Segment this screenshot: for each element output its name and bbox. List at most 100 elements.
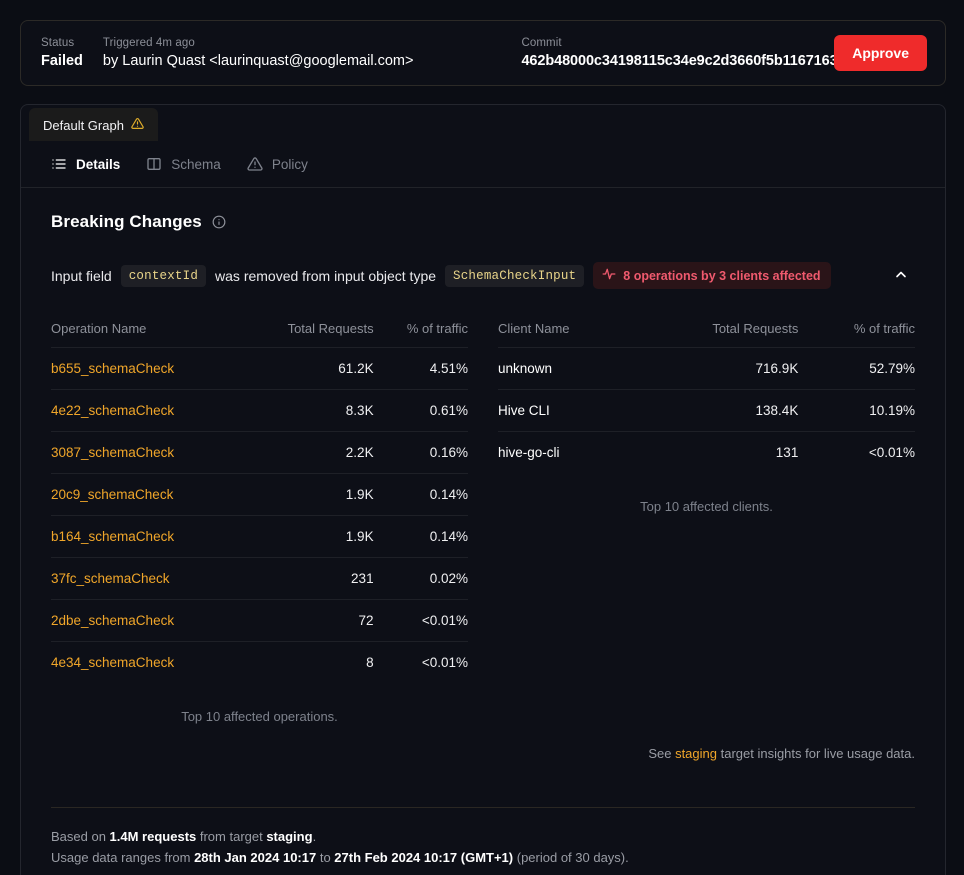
footer-divider xyxy=(51,807,915,808)
info-circle-icon[interactable] xyxy=(212,215,226,229)
clients-table: Client Name Total Requests % of traffic … xyxy=(498,321,915,473)
operation-name-link[interactable]: 20c9_schemaCheck xyxy=(51,473,241,516)
change-middle: was removed from input object type xyxy=(215,267,437,284)
client-traffic: 52.79% xyxy=(798,347,915,390)
col-client-name: Client Name xyxy=(498,321,570,336)
target-link[interactable]: staging xyxy=(675,746,717,761)
details-subnav: Details Schema Policy xyxy=(21,141,945,188)
operation-requests: 72 xyxy=(240,599,374,642)
clients-table-note: Top 10 affected clients. xyxy=(640,499,773,514)
graph-tab-label: Default Graph xyxy=(43,117,124,133)
operation-traffic: 0.02% xyxy=(373,557,468,600)
operation-requests: 8 xyxy=(240,641,374,683)
triggered-author: by Laurin Quast <laurinquast@googlemail.… xyxy=(102,53,414,69)
table-row: 4e22_schemaCheck 8.3K 0.61% xyxy=(51,389,468,432)
triangle-alert-icon xyxy=(131,117,144,133)
col-traffic: % of traffic xyxy=(853,321,915,336)
footer-l1-c: from target xyxy=(196,829,267,844)
change-prefix: Input field xyxy=(51,267,112,284)
table-header-row: Client Name Total Requests % of traffic xyxy=(498,321,915,348)
commit-label: Commit xyxy=(521,37,562,49)
operation-traffic: 0.14% xyxy=(373,515,468,558)
operation-requests: 1.9K xyxy=(240,473,374,516)
breaking-changes-header: Breaking Changes xyxy=(51,212,915,232)
client-requests: 131 xyxy=(634,431,799,473)
footer-line-range: Usage data ranges from 28th Jan 2024 10:… xyxy=(51,847,915,868)
table-row: 4e34_schemaCheck 8 <0.01% xyxy=(51,641,468,683)
operation-name-link[interactable]: 2dbe_schemaCheck xyxy=(51,599,241,642)
tab-details[interactable]: Details xyxy=(51,141,120,187)
operations-table-note: Top 10 affected operations. xyxy=(181,709,338,724)
affected-tables: Operation Name Total Requests % of traff… xyxy=(51,321,915,724)
operation-name-link[interactable]: b655_schemaCheck xyxy=(51,347,241,390)
client-name: Hive CLI xyxy=(498,389,635,432)
operations-table-wrap: Operation Name Total Requests % of traff… xyxy=(51,321,468,724)
table-row: unknown 716.9K 52.79% xyxy=(498,347,915,390)
chevron-up-icon xyxy=(893,266,909,285)
operation-traffic: <0.01% xyxy=(373,641,468,683)
table-row: 2dbe_schemaCheck 72 <0.01% xyxy=(51,599,468,642)
tab-default-graph[interactable]: Default Graph xyxy=(29,108,158,141)
footer-line-requests: Based on 1.4M requests from target stagi… xyxy=(51,826,915,847)
status-field: Status Failed xyxy=(21,35,83,71)
col-traffic: % of traffic xyxy=(406,321,468,336)
status-label: Status xyxy=(41,37,75,49)
footer-range-start: 28th Jan 2024 10:17 xyxy=(194,850,317,865)
tab-policy[interactable]: Policy xyxy=(247,141,308,187)
triggered-label: Triggered 4m ago xyxy=(102,37,195,49)
tab-schema-label: Schema xyxy=(171,156,221,172)
operation-name-link[interactable]: 3087_schemaCheck xyxy=(51,431,241,474)
operation-name-link[interactable]: 4e22_schemaCheck xyxy=(51,389,241,432)
operation-name-link[interactable]: b164_schemaCheck xyxy=(51,515,241,558)
operation-traffic: 4.51% xyxy=(373,347,468,390)
details-body: Breaking Changes Input field contextId w… xyxy=(21,188,945,875)
table-row: hive-go-cli 131 <0.01% xyxy=(498,431,915,473)
tab-details-label: Details xyxy=(76,156,121,172)
see-target-prefix: See xyxy=(648,746,676,761)
client-traffic: <0.01% xyxy=(798,431,915,473)
footer-l2-c: to xyxy=(316,850,335,865)
operation-name-link[interactable]: 37fc_schemaCheck xyxy=(51,557,241,600)
col-total-requests: Total Requests xyxy=(712,321,799,336)
footer-l2-a: Usage data ranges from xyxy=(51,850,195,865)
field-name-chip: contextId xyxy=(120,264,207,287)
table-row: 20c9_schemaCheck 1.9K 0.14% xyxy=(51,473,468,516)
operations-table-body: b655_schemaCheck 61.2K 4.51% 4e22_schema… xyxy=(51,347,468,683)
page-title: Breaking Changes xyxy=(51,212,202,231)
operation-requests: 2.2K xyxy=(240,431,374,474)
operation-name-link[interactable]: 4e34_schemaCheck xyxy=(51,641,241,683)
client-name: unknown xyxy=(498,347,635,390)
footer-range-end: 27th Feb 2024 10:17 (GMT+1) xyxy=(334,850,514,865)
status-value: Failed xyxy=(41,53,83,69)
operations-table: Operation Name Total Requests % of traff… xyxy=(51,321,468,683)
commit-field: Commit 462b48000c34198115c34e9c2d3660f5b… xyxy=(501,35,837,71)
footer-l1-e: . xyxy=(312,829,317,844)
activity-pulse-icon xyxy=(602,267,616,284)
triangle-alert-icon xyxy=(247,156,263,172)
columns-icon xyxy=(146,156,162,172)
operation-traffic: <0.01% xyxy=(373,599,468,642)
clients-table-body: unknown 716.9K 52.79% Hive CLI 138.4K 10… xyxy=(498,347,915,473)
collapse-toggle-button[interactable] xyxy=(887,260,915,291)
operation-requests: 8.3K xyxy=(240,389,374,432)
client-requests: 138.4K xyxy=(634,389,799,432)
client-traffic: 10.19% xyxy=(798,389,915,432)
check-status-card: Status Failed Triggered 4m ago by Laurin… xyxy=(20,20,946,86)
approve-button[interactable]: Approve xyxy=(834,35,927,71)
table-header-row: Operation Name Total Requests % of traff… xyxy=(51,321,468,348)
table-row: 37fc_schemaCheck 231 0.02% xyxy=(51,557,468,600)
see-target-suffix: target insights for live usage data. xyxy=(716,746,915,761)
operation-traffic: 0.14% xyxy=(373,473,468,516)
status-badge[interactable]: 8 operations by 3 clients affected xyxy=(593,262,831,289)
table-row: 3087_schemaCheck 2.2K 0.16% xyxy=(51,431,468,474)
see-target-insights: See staging target insights for live usa… xyxy=(51,746,915,761)
breaking-change-item: Input field contextId was removed from i… xyxy=(51,262,915,289)
type-name-chip: SchemaCheckInput xyxy=(445,264,585,287)
col-total-requests: Total Requests xyxy=(287,321,374,336)
tab-policy-label: Policy xyxy=(271,156,308,172)
footer-l2-e: (period of 30 days). xyxy=(513,850,629,865)
tab-schema[interactable]: Schema xyxy=(146,141,221,187)
check-details-card: Default Graph Details xyxy=(20,104,946,875)
footer-target-name: staging xyxy=(266,829,313,844)
operation-traffic: 0.16% xyxy=(373,431,468,474)
